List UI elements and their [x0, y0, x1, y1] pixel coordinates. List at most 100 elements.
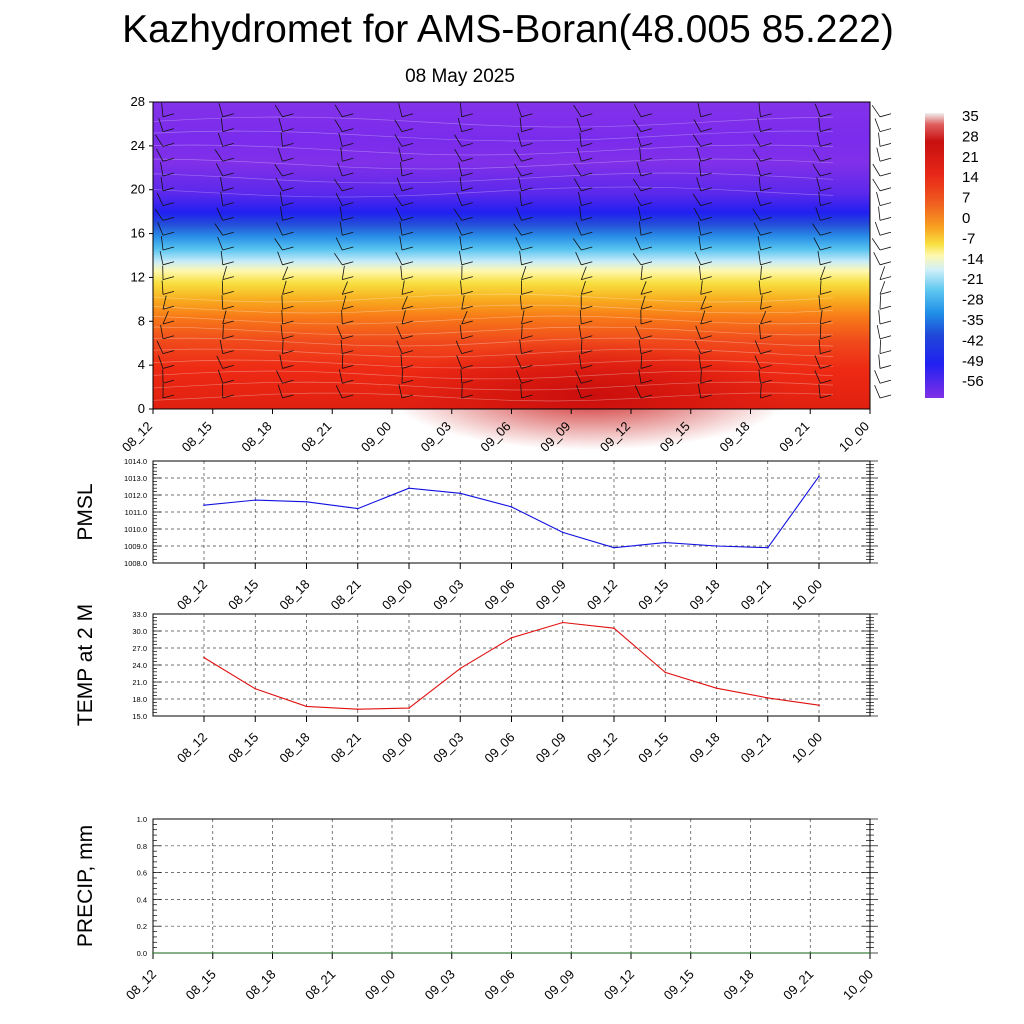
x-tick-label: 09_03 — [430, 577, 466, 613]
wind-barb — [401, 280, 405, 295]
wind-barb — [635, 237, 642, 251]
wind-barb — [753, 222, 761, 236]
wind-barb-flag — [700, 291, 712, 295]
wind-barb — [401, 369, 403, 384]
wind-barb — [577, 147, 582, 162]
wind-barb-flag — [461, 291, 473, 295]
wind-barb — [156, 192, 164, 206]
colorbar-label: -28 — [962, 292, 984, 309]
wind-barb — [576, 118, 582, 132]
wind-barb — [340, 147, 343, 162]
y-tick-label: 1011.0 — [125, 508, 147, 517]
wind-barb — [521, 266, 527, 280]
wind-barb — [221, 295, 224, 310]
wind-barb — [640, 295, 646, 310]
wind-barb-flag — [461, 172, 473, 177]
wind-barb — [580, 266, 587, 280]
wind-barb — [758, 250, 761, 265]
wind-barb-flag — [700, 143, 712, 147]
wind-barb-flag — [581, 172, 593, 177]
x-tick-label: 09_00 — [379, 577, 415, 613]
x-tick-label: 08_18 — [238, 419, 274, 455]
wind-barb — [460, 280, 463, 295]
x-tick-label: 08_21 — [302, 967, 338, 1003]
wind-barb — [573, 178, 582, 192]
wind-barb — [393, 193, 403, 206]
wind-barb — [694, 340, 702, 354]
wind-barb — [217, 236, 224, 251]
wind-barb — [396, 340, 403, 354]
wind-barb — [161, 102, 164, 117]
wind-barb-flag — [640, 350, 653, 355]
wind-barb-flag — [820, 365, 832, 369]
contour-line — [152, 326, 834, 336]
wind-barb-flag — [700, 157, 712, 162]
wind-barb-flag — [760, 217, 772, 221]
wind-barb-flag — [640, 128, 653, 132]
wind-barb-flag — [461, 365, 473, 369]
wind-barb — [633, 193, 642, 206]
data-point — [869, 952, 871, 954]
x-tick-label: 09_15 — [661, 967, 697, 1003]
contour-line — [152, 144, 834, 156]
wind-barb-flag — [879, 320, 892, 325]
x-tick-label: 09_09 — [541, 967, 577, 1003]
wind-barb — [282, 266, 289, 280]
wind-barb — [812, 223, 821, 236]
wind-barb — [812, 163, 821, 177]
wind-barb — [160, 162, 164, 177]
wind-barb-flag — [282, 350, 294, 355]
wind-barb — [217, 369, 224, 384]
y-tick-label: 20 — [131, 182, 145, 197]
wind-barb — [339, 221, 343, 236]
wind-barb — [398, 147, 403, 162]
wind-barb-flag — [342, 365, 354, 369]
colorbar: 35 28 21 14 7 0 -7 -14 -21 -28 -35 -42 -49 -56 — [925, 108, 984, 398]
wind-barb — [220, 117, 224, 132]
wind-barb-flag — [162, 157, 175, 162]
wind-barb-flag — [162, 379, 175, 384]
colorbar-label: -7 — [962, 230, 975, 247]
wind-barb — [277, 384, 283, 399]
wind-barb-flag — [879, 202, 892, 206]
colorbar-label: -21 — [962, 271, 984, 288]
x-tick-label: 08_18 — [276, 730, 312, 766]
wind-barb-flag — [820, 394, 832, 399]
wind-barb-flag — [401, 202, 414, 206]
y-tick-label: 28 — [131, 94, 145, 109]
wind-barb-flag — [401, 217, 414, 221]
y-tick-label: 24.0 — [132, 661, 147, 670]
wind-barb — [513, 149, 522, 162]
wind-barb — [872, 163, 881, 177]
y-tick-label: 1013.0 — [124, 474, 147, 483]
wind-barb-flag — [222, 113, 234, 118]
wind-barb-flag — [820, 157, 832, 162]
wind-barb-flag — [640, 320, 653, 325]
wind-barb — [279, 191, 283, 206]
wind-barb-flag — [640, 246, 653, 251]
wind-barb — [698, 354, 702, 369]
wind-barb — [633, 178, 642, 192]
colorbar-label: 7 — [962, 190, 970, 207]
wind-barb — [878, 354, 881, 369]
wind-barb-flag — [162, 246, 175, 251]
wind-barb-flag — [700, 113, 712, 118]
wind-barb — [218, 103, 224, 117]
wind-barb-flag — [760, 113, 772, 118]
wind-barb — [878, 310, 881, 325]
wind-barb-flag — [222, 379, 234, 384]
wind-barb-flag — [461, 246, 473, 251]
wind-barb-flag — [581, 187, 593, 192]
wind-barb-flag — [640, 276, 653, 281]
wind-barb-flag — [282, 202, 294, 206]
y-tick-label: 33.0 — [132, 610, 147, 619]
wind-barb-flag — [282, 113, 294, 118]
wind-barb — [580, 339, 583, 354]
series-line — [203, 621, 820, 710]
wind-barb-flag — [760, 320, 772, 325]
wind-barb — [216, 355, 224, 369]
wind-barb-flag — [700, 128, 712, 132]
wind-barb-flag — [521, 113, 533, 118]
wind-barb-flag — [222, 246, 234, 251]
